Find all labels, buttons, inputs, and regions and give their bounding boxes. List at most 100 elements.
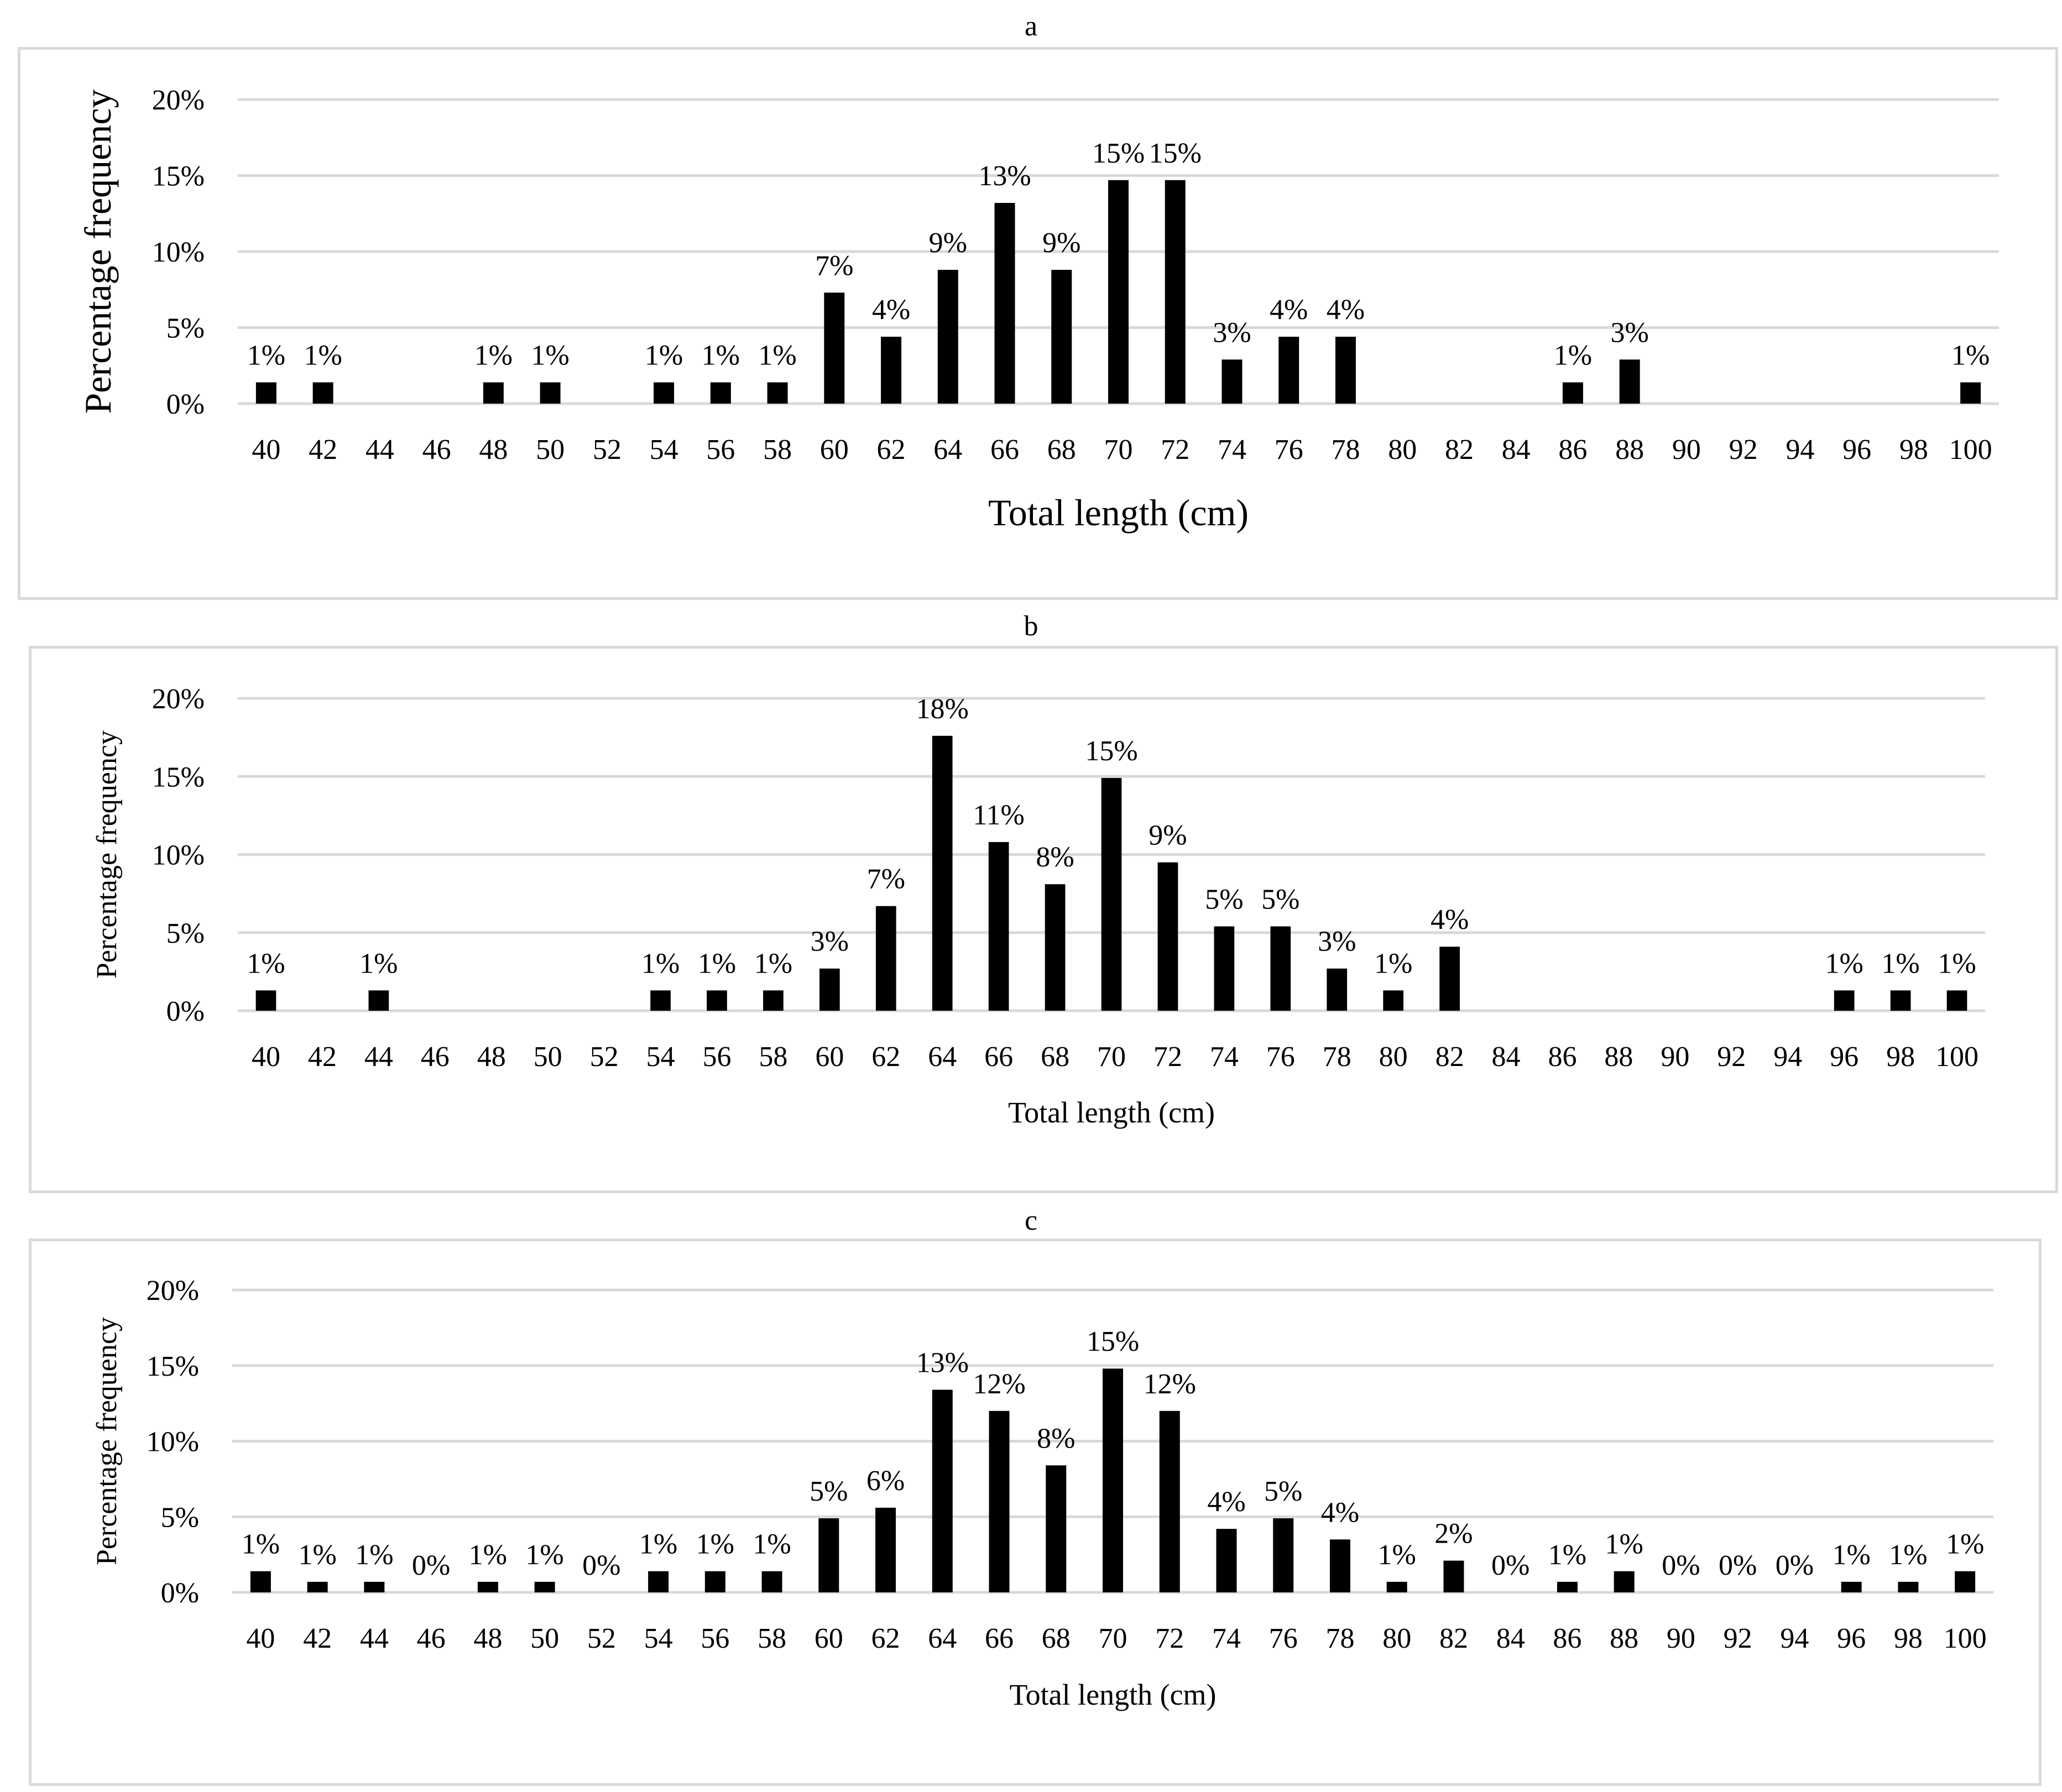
data-label: 6% [866,1465,905,1497]
data-label: 1% [1889,1539,1927,1571]
data-label: 4% [1270,294,1308,326]
x-tick-label: 88 [1610,1623,1638,1654]
x-tick-label: 46 [417,1623,446,1654]
x-tick-label: 80 [1379,1041,1408,1073]
x-tick-label: 48 [477,1041,506,1073]
data-label: 1% [1378,1539,1416,1571]
data-label: 9% [1149,820,1187,851]
y-tick-label: 0% [166,389,205,420]
x-tick-label: 76 [1266,1041,1295,1073]
y-tick-label: 5% [166,918,205,949]
bar [1108,180,1129,404]
data-label: 12% [1144,1368,1196,1400]
bar [1101,778,1122,1011]
x-tick-label: 60 [815,1623,843,1654]
data-label: 1% [702,340,740,372]
x-tick-label: 68 [1042,1623,1071,1654]
x-tick-label: 72 [1153,1041,1182,1073]
x-tick-label: 62 [871,1041,900,1073]
bar [1619,359,1640,404]
x-tick-label: 88 [1615,434,1644,466]
data-label: 1% [758,340,796,372]
bar [650,990,671,1011]
x-tick-label: 82 [1435,1041,1464,1073]
x-tick-label: 94 [1773,1041,1802,1073]
x-tick-label: 72 [1161,434,1189,466]
panel-c-title: c [1024,1205,1038,1236]
x-tick-label: 86 [1553,1623,1581,1654]
data-label: 15% [1092,138,1145,169]
data-label: 0% [582,1550,620,1581]
bar [1157,862,1178,1011]
data-label: 15% [1085,735,1137,767]
data-label: 9% [1042,227,1080,259]
bar [1327,968,1348,1011]
x-tick-label: 80 [1382,1623,1411,1654]
x-tick-label: 70 [1099,1623,1127,1654]
bar [1383,990,1404,1011]
x-tick-label: 90 [1672,434,1701,466]
x-tick-label: 82 [1439,1623,1468,1654]
bar [1335,337,1356,404]
data-label: 8% [1036,842,1074,873]
x-tick-label: 40 [246,1623,275,1654]
x-tick-label: 90 [1661,1041,1689,1073]
x-tick-label: 96 [1830,1041,1859,1073]
bar [1557,1581,1578,1592]
data-label: 5% [810,1476,848,1507]
x-tick-label: 56 [702,1041,731,1073]
data-label: 3% [1611,317,1649,348]
data-label: 18% [916,693,969,725]
x-axis-title: Total length (cm) [1008,1096,1215,1129]
bar [534,1581,555,1592]
bar [1046,1465,1067,1592]
y-tick-label: 0% [161,1577,199,1609]
data-label: 7% [815,250,853,281]
bar [932,735,953,1011]
bar [1834,990,1855,1011]
x-tick-label: 58 [763,434,792,466]
x-tick-label: 76 [1269,1623,1298,1654]
x-tick-label: 66 [984,1041,1013,1073]
data-label: 1% [1605,1529,1643,1560]
x-tick-label: 74 [1210,1041,1239,1073]
x-tick-label: 78 [1323,1041,1351,1073]
bar [1273,1518,1294,1592]
x-tick-label: 54 [644,1623,673,1654]
data-label: 0% [1491,1550,1529,1581]
y-tick-label: 20% [147,1275,199,1307]
x-tick-label: 92 [1717,1041,1746,1073]
x-tick-label: 50 [534,1041,562,1073]
data-label: 1% [247,948,285,979]
bar [1045,884,1066,1011]
data-label: 13% [916,1347,969,1379]
bar [989,1410,1010,1592]
bar [704,1571,725,1592]
data-label: 13% [978,160,1031,192]
x-tick-label: 84 [1502,434,1531,466]
x-tick-label: 72 [1155,1623,1184,1654]
x-tick-label: 52 [587,1623,616,1654]
bar [1386,1581,1407,1592]
y-tick-label: 20% [152,683,205,715]
x-tick-label: 48 [479,434,508,466]
data-label: 1% [1548,1539,1586,1571]
data-label: 4% [1321,1497,1359,1528]
bar [1955,1571,1976,1592]
x-tick-label: 74 [1218,434,1246,466]
x-tick-label: 44 [366,434,394,466]
bar [1278,337,1299,404]
data-label: 1% [698,948,736,979]
data-label: 1% [1825,948,1863,979]
x-tick-label: 98 [1894,1623,1923,1654]
x-tick-label: 98 [1899,434,1928,466]
bar [1841,1581,1862,1592]
bar [1051,270,1072,404]
data-label: 5% [1205,884,1243,915]
data-label: 1% [1951,340,1990,372]
x-tick-label: 66 [990,434,1019,466]
x-tick-label: 64 [928,1623,957,1654]
x-tick-label: 86 [1548,1041,1576,1073]
bar [1960,382,1981,404]
data-label: 1% [645,340,683,372]
